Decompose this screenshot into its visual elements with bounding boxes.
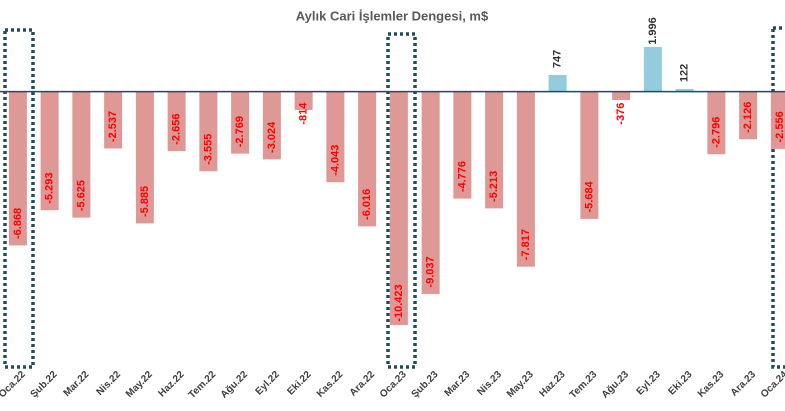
bar bbox=[516, 91, 535, 267]
bar bbox=[580, 91, 599, 219]
x-tick-label: Şub.23 bbox=[410, 369, 441, 400]
x-tick-label: Ağu.23 bbox=[600, 369, 632, 401]
bar bbox=[707, 91, 726, 155]
x-tick-label: Mar.22 bbox=[62, 369, 92, 399]
value-label: -814 bbox=[298, 102, 310, 125]
highlight-box bbox=[386, 32, 417, 369]
highlight-box bbox=[771, 26, 785, 369]
bar bbox=[739, 91, 758, 140]
x-tick-label: Eyl.23 bbox=[635, 369, 664, 398]
bar bbox=[643, 47, 662, 92]
value-label: 122 bbox=[679, 64, 691, 82]
value-label: -2.556 bbox=[774, 111, 785, 142]
bar bbox=[326, 91, 345, 183]
bar bbox=[262, 91, 281, 160]
bar bbox=[231, 91, 250, 154]
value-label: -2.656 bbox=[171, 114, 183, 145]
bar bbox=[389, 91, 408, 325]
x-tick-label: Şub.22 bbox=[29, 369, 60, 400]
x-tick-label: Ağu.22 bbox=[219, 369, 251, 401]
value-label: -5.625 bbox=[75, 180, 87, 211]
x-tick-label: Mar.23 bbox=[443, 369, 473, 399]
x-tick-label: Oca.23 bbox=[378, 369, 409, 400]
value-label: 747 bbox=[552, 50, 564, 68]
bar bbox=[135, 91, 154, 224]
value-label: -6.016 bbox=[361, 189, 373, 220]
value-label: -5.293 bbox=[44, 173, 56, 204]
x-tick-label: Kas.22 bbox=[315, 369, 346, 400]
bar bbox=[612, 91, 631, 101]
value-label: -376 bbox=[615, 103, 627, 125]
value-label: -9.037 bbox=[425, 256, 437, 287]
x-tick-label: Oca.22 bbox=[0, 369, 28, 400]
value-label: -2.769 bbox=[234, 116, 246, 147]
bar bbox=[40, 91, 59, 211]
bar bbox=[104, 91, 123, 149]
bar bbox=[421, 91, 440, 294]
value-label: -4.776 bbox=[456, 161, 468, 192]
x-tick-label: Haz.23 bbox=[537, 369, 567, 399]
bar bbox=[72, 91, 91, 218]
x-tick-label: May.22 bbox=[124, 369, 155, 400]
value-label: -2.537 bbox=[107, 111, 119, 142]
value-label: -5.213 bbox=[488, 171, 500, 202]
bar bbox=[167, 91, 186, 152]
value-label: -3.555 bbox=[202, 134, 214, 165]
value-label: -2.796 bbox=[710, 117, 722, 148]
value-label: -2.126 bbox=[742, 102, 754, 133]
value-label: -3.024 bbox=[266, 121, 278, 153]
bar bbox=[294, 91, 313, 110]
value-label: -7.817 bbox=[520, 229, 532, 260]
bar bbox=[675, 88, 694, 92]
x-tick-label: Eki.22 bbox=[285, 369, 314, 398]
x-tick-label: Kas.23 bbox=[696, 369, 727, 400]
value-label: -5.885 bbox=[139, 186, 151, 217]
x-tick-label: Nis.22 bbox=[94, 369, 123, 398]
x-tick-label: Oca.24 bbox=[759, 369, 785, 400]
highlight-box bbox=[3, 28, 35, 369]
bar bbox=[548, 74, 567, 92]
value-label: 1.996 bbox=[647, 17, 659, 45]
x-tick-label: Tem.23 bbox=[568, 369, 600, 401]
x-tick-label: Tem.22 bbox=[187, 369, 219, 401]
value-label: -4.043 bbox=[329, 145, 341, 176]
x-tick-label: Ara.22 bbox=[348, 369, 378, 399]
x-tick-label: Haz.22 bbox=[156, 369, 186, 399]
x-tick-label: Nis.23 bbox=[475, 369, 504, 398]
x-tick-label: Ara.23 bbox=[729, 369, 759, 399]
bar bbox=[453, 91, 472, 199]
bar bbox=[8, 91, 27, 246]
bar bbox=[199, 91, 218, 172]
bar bbox=[770, 91, 785, 149]
value-label: -6.868 bbox=[12, 208, 24, 239]
value-label: -10.423 bbox=[393, 284, 405, 321]
bar bbox=[358, 91, 377, 227]
x-tick-label: Eki.23 bbox=[666, 369, 695, 398]
bar bbox=[485, 91, 504, 209]
x-tick-label: Eyl.22 bbox=[254, 369, 283, 398]
x-tick-label: May.23 bbox=[505, 369, 536, 400]
chart-title: Aylık Cari İşlemler Dengesi, m$ bbox=[296, 8, 489, 23]
value-label: -5.684 bbox=[583, 180, 595, 212]
